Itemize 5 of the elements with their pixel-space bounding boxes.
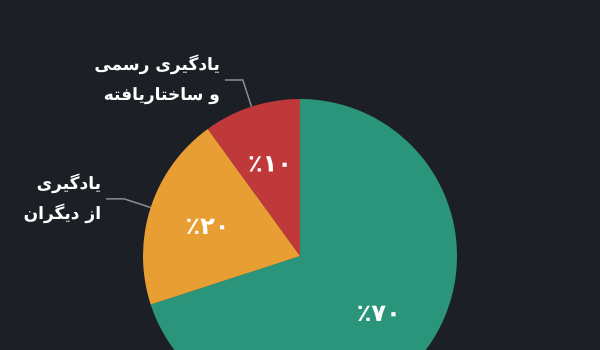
data-label: ٪۷۰ [356,299,401,328]
data-label: ٪۱۰ [248,149,292,178]
slice-label: یادگیری از دیگران [24,172,102,224]
data-label: ٪۲۰ [185,212,230,240]
slice-label: یادگیری رسمی و ساختاریافته [94,54,220,106]
